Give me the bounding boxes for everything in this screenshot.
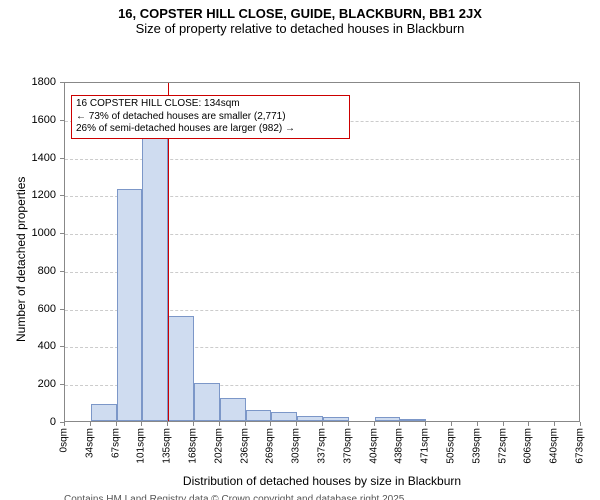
x-tick-label: 168sqm xyxy=(188,428,199,464)
histogram-bar xyxy=(194,383,220,421)
histogram-bar xyxy=(323,417,349,421)
x-tick-label: 135sqm xyxy=(162,428,173,464)
x-tick-label: 640sqm xyxy=(549,428,560,464)
x-tick-label: 404sqm xyxy=(368,428,379,464)
y-tick-label: 1800 xyxy=(0,76,56,88)
x-tick-label: 471sqm xyxy=(420,428,431,464)
y-tick-label: 0 xyxy=(0,416,56,428)
y-axis-label: Number of detached properties xyxy=(14,177,28,342)
y-tick-label: 1000 xyxy=(0,227,56,239)
x-tick-label: 67sqm xyxy=(110,428,121,458)
x-axis-ticks: 0sqm34sqm67sqm101sqm135sqm168sqm202sqm23… xyxy=(64,422,580,482)
histogram-bar xyxy=(117,189,143,421)
histogram-bar xyxy=(246,410,272,421)
histogram-bar xyxy=(220,398,246,421)
histogram-bar xyxy=(142,138,168,421)
histogram-bar xyxy=(297,416,323,421)
x-tick-label: 438sqm xyxy=(394,428,405,464)
x-tick-label: 505sqm xyxy=(446,428,457,464)
y-tick-label: 600 xyxy=(0,303,56,315)
annotation-line-3: 26% of semi-detached houses are larger (… xyxy=(76,123,345,136)
footer-line-1: Contains HM Land Registry data © Crown c… xyxy=(64,494,446,500)
histogram-bar xyxy=(271,412,297,421)
y-tick-label: 1600 xyxy=(0,114,56,126)
x-tick-label: 337sqm xyxy=(317,428,328,464)
annotation-line-2: ← 73% of detached houses are smaller (2,… xyxy=(76,111,345,124)
x-tick-label: 236sqm xyxy=(239,428,250,464)
annotation-line-1: 16 COPSTER HILL CLOSE: 134sqm xyxy=(76,98,345,111)
x-tick-label: 572sqm xyxy=(497,428,508,464)
x-tick-label: 539sqm xyxy=(471,428,482,464)
y-tick-label: 200 xyxy=(0,378,56,390)
x-tick-label: 370sqm xyxy=(342,428,353,464)
x-tick-label: 202sqm xyxy=(213,428,224,464)
histogram-bar xyxy=(168,316,194,421)
x-tick-label: 269sqm xyxy=(265,428,276,464)
x-tick-label: 606sqm xyxy=(523,428,534,464)
x-tick-label: 673sqm xyxy=(575,428,586,464)
footer: Contains HM Land Registry data © Crown c… xyxy=(64,494,446,500)
annotation-box: 16 COPSTER HILL CLOSE: 134sqm ← 73% of d… xyxy=(71,95,350,139)
x-tick-label: 0sqm xyxy=(59,428,70,452)
x-tick-label: 303sqm xyxy=(291,428,302,464)
x-tick-label: 34sqm xyxy=(84,428,95,458)
histogram-bar xyxy=(400,419,426,421)
y-tick-label: 800 xyxy=(0,265,56,277)
title-line-2: Size of property relative to detached ho… xyxy=(0,21,600,36)
y-tick-label: 1400 xyxy=(0,152,56,164)
x-tick-label: 101sqm xyxy=(136,428,147,464)
title-line-1: 16, COPSTER HILL CLOSE, GUIDE, BLACKBURN… xyxy=(0,6,600,21)
histogram-bar xyxy=(91,404,117,421)
y-tick-label: 1200 xyxy=(0,189,56,201)
histogram-bar xyxy=(375,417,401,421)
x-axis-label: Distribution of detached houses by size … xyxy=(64,474,580,488)
plot-area: 16 COPSTER HILL CLOSE: 134sqm ← 73% of d… xyxy=(64,82,580,422)
y-tick-label: 400 xyxy=(0,340,56,352)
title-block: 16, COPSTER HILL CLOSE, GUIDE, BLACKBURN… xyxy=(0,0,600,36)
